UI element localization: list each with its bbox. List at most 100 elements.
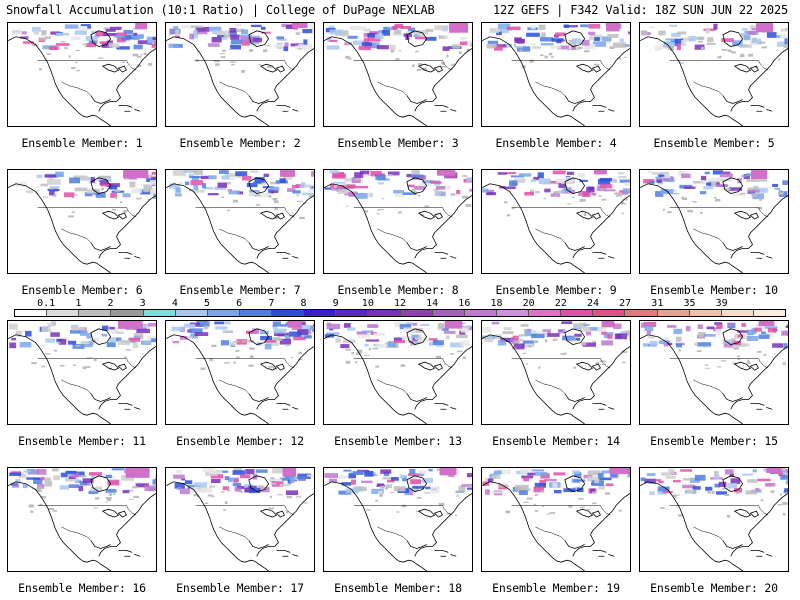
colorbar-swatch [625,310,658,316]
snowfall-field [171,321,314,371]
ensemble-member-map [7,320,157,425]
east-coastline [414,493,472,557]
us-mexico-border [535,379,566,394]
gulf-coast [722,540,743,549]
great-lakes-outline [575,63,601,73]
caribbean-islands [276,105,299,112]
caribbean-islands [118,252,141,259]
chart-title: Snowfall Accumulation (10:1 Ratio) | Col… [6,3,435,17]
ensemble-member-caption: Ensemble Member: 2 [179,136,301,150]
caribbean-islands [118,105,141,112]
ensemble-member-caption: Ensemble Member: 1 [21,136,143,150]
gulf-coast [564,540,585,549]
colorbar-swatch [207,310,240,316]
us-mexico-border [61,81,92,96]
snowfall-field [324,170,472,217]
us-canada-border [37,358,137,369]
us-canada-border [511,505,611,516]
us-mexico-border [535,228,566,243]
colorbar-tick-label: 9 [332,298,339,309]
us-mexico-border [61,379,92,394]
us-mexico-border [61,228,92,243]
gulf-coast [564,242,585,251]
caribbean-islands [750,105,773,112]
run-valid-time: 12Z GEFS | F342 Valid: 18Z SUN JUN 22 20… [492,3,788,17]
great-lakes-outline [101,361,127,371]
colorbar-swatch [400,310,433,316]
great-lakes-outline [733,361,759,371]
west-coastline [166,334,269,424]
caribbean-islands [592,105,615,112]
caribbean-islands [276,550,299,557]
east-coastline [730,493,788,557]
gulf-coast [722,393,743,402]
ensemble-member-caption: Ensemble Member: 11 [18,434,146,448]
caribbean-islands [434,105,457,112]
west-coastline [8,481,111,571]
hudson-bay-outline [90,30,112,47]
west-coastline [482,183,585,273]
ensemble-member-caption: Ensemble Member: 4 [495,136,617,150]
gulf-coast [406,242,427,251]
ensemble-member-map [323,467,473,572]
ensemble-member-caption: Ensemble Member: 6 [21,283,143,297]
hudson-bay-outline [248,30,270,47]
us-mexico-border [693,379,724,394]
east-coastline [256,195,314,259]
great-lakes-outline [575,210,601,220]
snowfall-field [486,23,630,69]
us-canada-border [195,60,295,71]
great-lakes-outline [259,210,285,220]
caribbean-islands [276,252,299,259]
caribbean-islands [434,252,457,259]
colorbar-tick-label: 35 [683,298,696,309]
gulf-coast [248,95,269,104]
us-mexico-border [693,526,724,541]
us-mexico-border [693,81,724,96]
gulf-coast [722,95,743,104]
us-canada-border [511,358,611,369]
colorbar-swatch [464,310,497,316]
snowfall-field [324,321,472,368]
ensemble-member-map [7,22,157,127]
west-coastline [482,334,585,424]
east-coastline [730,195,788,259]
ensemble-member-caption: Ensemble Member: 9 [495,283,617,297]
snowfall-field [482,468,630,515]
colorbar-tick-label: 7 [268,298,275,309]
colorbar-tick-label: 1 [75,298,82,309]
hudson-bay-outline [248,475,270,492]
hudson-bay-outline [564,475,586,492]
great-lakes-outline [259,361,285,371]
us-mexico-border [219,228,250,243]
colorbar-tick-label: 4 [171,298,178,309]
us-canada-border [37,60,137,71]
colorbar-tick-label: 6 [236,298,243,309]
east-coastline [572,48,630,112]
ensemble-member-map [639,169,789,274]
us-mexico-border [219,379,250,394]
east-coastline [572,493,630,557]
ensemble-member-map [323,169,473,274]
us-canada-border [669,60,769,71]
great-lakes-outline [417,210,443,220]
caribbean-islands [750,252,773,259]
gulf-coast [248,242,269,251]
colorbar-swatch [336,310,369,316]
west-coastline [324,183,427,273]
ensemble-member-caption: Ensemble Member: 5 [653,136,775,150]
east-coastline [256,493,314,557]
us-mexico-border [377,81,408,96]
ensemble-member-caption: Ensemble Member: 14 [492,434,620,448]
west-coastline [166,36,269,126]
hudson-bay-outline [248,328,270,345]
caribbean-islands [276,403,299,410]
hudson-bay-outline [90,475,112,492]
snowfall-field [643,170,788,214]
colorbar-swatch [272,310,305,316]
west-coastline [324,334,427,424]
snowfall-field [9,468,156,513]
ensemble-member-caption: Ensemble Member: 17 [176,581,304,595]
colorbar-swatch [143,310,176,316]
snowfall-field [11,23,156,72]
